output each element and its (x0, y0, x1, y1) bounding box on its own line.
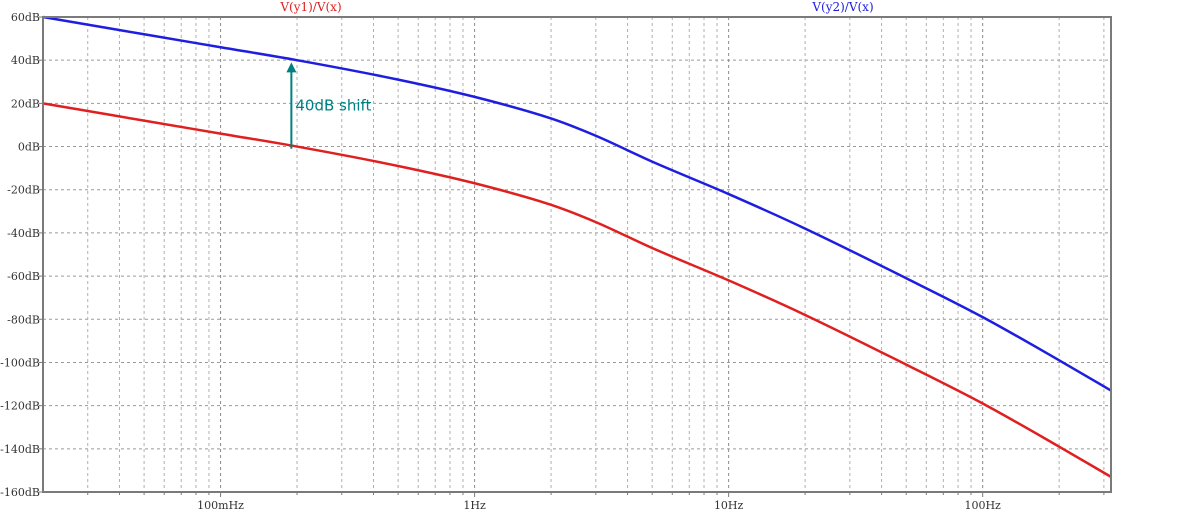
y-tick-label: 0dB (18, 141, 40, 154)
series-label-2: V(y2)/V(x) (811, 0, 873, 14)
y-tick-label: -120dB (0, 400, 40, 413)
grid (43, 17, 1111, 492)
y-tick-label: -20dB (7, 184, 40, 197)
y-tick-label: -140dB (0, 443, 40, 456)
x-tick-label: 100mHz (197, 499, 244, 512)
y-tick-label: -80dB (7, 313, 40, 326)
y-tick-label: 40dB (11, 54, 40, 67)
series-label-1: V(y1)/V(x) (279, 0, 341, 14)
series-traces (42, 15, 1112, 478)
y-tick-label: -40dB (7, 227, 40, 240)
x-tick-label: 10Hz (714, 499, 744, 512)
x-tick-label: 100Hz (964, 499, 1001, 512)
annotation-label: 40dB shift (295, 97, 371, 115)
annotation-arrowhead (286, 62, 297, 73)
y-tick-label: -100dB (0, 356, 40, 369)
axes: 60dB 40dB 20dB 0dB -20dB -40dB -60dB -80dB -100d… (0, 11, 1105, 512)
y-tick-label: -160dB (0, 486, 40, 499)
series-line-1 (42, 102, 1112, 478)
y-tick-label: -60dB (7, 270, 40, 283)
plot-frame (42, 16, 1112, 493)
y-tick-label: 60dB (11, 11, 40, 24)
series-line-2 (42, 15, 1112, 392)
series-labels: V(y1)/V(x) V(y2)/V(x) (279, 0, 873, 14)
y-tick-label: 20dB (11, 97, 40, 110)
x-tick-label: 1Hz (463, 499, 486, 512)
annotation: 40dB shift (286, 62, 372, 149)
